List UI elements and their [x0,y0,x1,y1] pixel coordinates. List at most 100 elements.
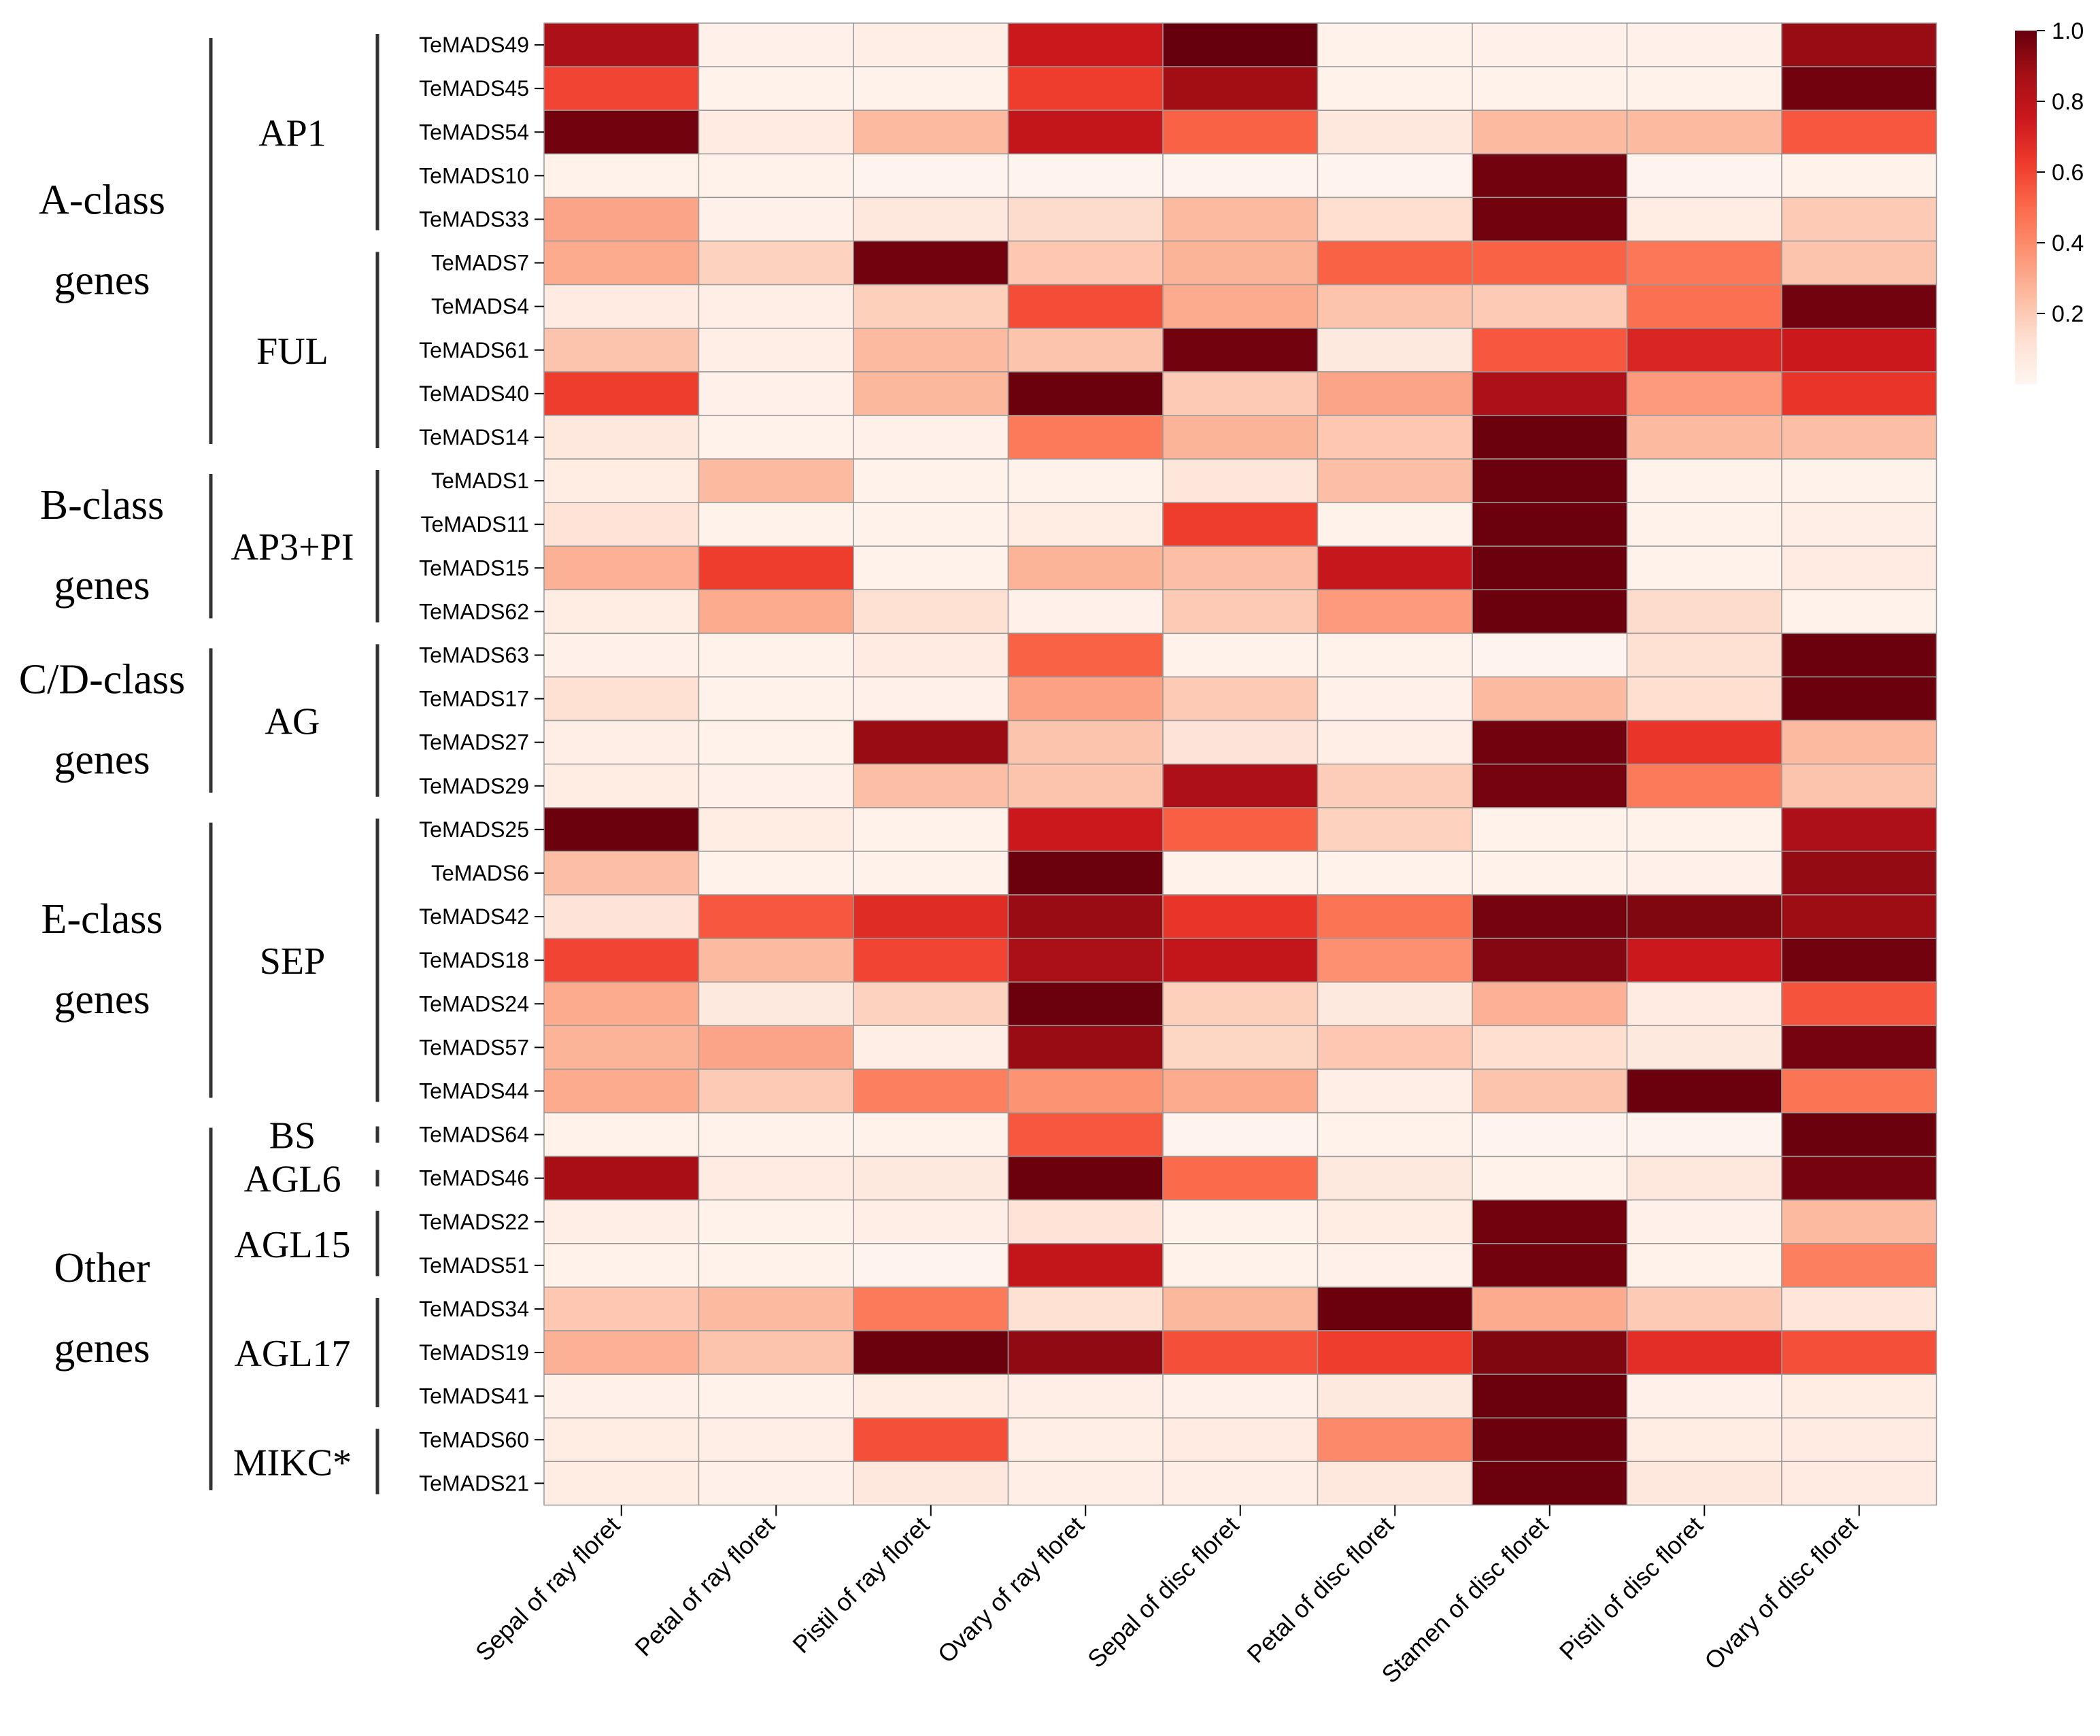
heatmap-cell [1472,240,1628,286]
column-label: Ovary of disc floret [1699,1511,1863,1675]
heatmap-cell [1472,938,1628,983]
heatmap-cell [1317,197,1473,242]
heatmap-cell [698,589,854,634]
heatmap-cell [1781,851,1937,896]
heatmap-cell [1162,1287,1319,1331]
colorbar-gradient [2015,31,2037,384]
heatmap-cell [1317,938,1473,983]
heatmap-cell [1781,66,1937,111]
heatmap-cell [1626,240,1782,286]
heatmap-cell [1781,763,1937,809]
heatmap-cell [543,415,700,460]
row-label: TeMADS54 [419,120,529,144]
heatmap-cell [698,719,854,765]
heatmap-cell [1626,1025,1782,1070]
heatmap-cell [1317,545,1473,591]
row-label: TeMADS62 [419,599,529,624]
heatmap-cell [853,415,1009,460]
heatmap-cell [543,284,700,329]
heatmap-cell [543,22,700,67]
heatmap-cell [1007,415,1164,460]
heatmap-cell [1162,415,1319,460]
heatmap-cell [1317,589,1473,634]
heatmap-cell [1626,66,1782,111]
row-label: TeMADS1 [431,469,529,493]
heatmap-cell [1317,66,1473,111]
heatmap-cell [1317,763,1473,809]
heatmap-cell [1781,545,1937,591]
heatmap-cell [1007,894,1164,939]
heatmap-cell [543,240,700,286]
heatmap-cell [1472,197,1628,242]
heatmap-cell [1162,676,1319,721]
heatmap-cell [543,938,700,983]
heatmap-cell [1781,894,1937,939]
heatmap-cell [698,981,854,1027]
heatmap-cell [698,632,854,678]
heatmap-cell [543,1155,700,1201]
heatmap-cell [543,327,700,373]
heatmap-cell [1781,371,1937,416]
heatmap-cell [1007,763,1164,809]
heatmap-cell [853,458,1009,503]
heatmap-cell [1007,197,1164,242]
heatmap-cell [543,1025,700,1070]
heatmap-cell [1781,1199,1937,1244]
heatmap-cell [1007,109,1164,155]
heatmap-cell [698,1155,854,1201]
subgroup-label: SEP [260,940,326,983]
column-label: Stamen of disc floret [1376,1511,1553,1688]
heatmap-cell [1472,545,1628,591]
heatmap-cell [853,981,1009,1027]
heatmap-cell [1626,327,1782,373]
heatmap-cell [853,632,1009,678]
heatmap-cell [1472,415,1628,460]
heatmap-cell [698,502,854,547]
heatmap-cell [853,763,1009,809]
heatmap-cell [1162,719,1319,765]
heatmap-cell [1781,938,1937,983]
heatmap-cell [1317,327,1473,373]
heatmap-cell [853,197,1009,242]
heatmap-cell [543,719,700,765]
heatmap-cell [1626,1112,1782,1157]
heatmap-cell [853,676,1009,721]
heatmap-cell [1162,153,1319,199]
row-label: TeMADS24 [419,991,529,1016]
heatmap-cell [853,1199,1009,1244]
heatmap-cell [1626,589,1782,634]
heatmap-cell [1162,1461,1319,1506]
subgroup-label: AGL15 [234,1224,350,1266]
heatmap-cell [698,1374,854,1418]
heatmap-cell [1472,807,1628,852]
heatmap-cell [1162,66,1319,111]
heatmap-cell [853,327,1009,373]
subgroup-label: AGL6 [243,1159,341,1201]
heatmap-cell [1472,851,1628,896]
row-label: TeMADS57 [419,1035,529,1059]
heatmap-cell [1162,763,1319,809]
heatmap-cell [543,66,700,111]
row-label: TeMADS41 [419,1384,529,1408]
heatmap-cell [1626,719,1782,765]
heatmap-cell [1781,1243,1937,1288]
heatmap-cell [1162,327,1319,373]
heatmap-cell [853,22,1009,67]
heatmap-cell [1781,458,1937,503]
row-label: TeMADS44 [419,1078,529,1103]
heatmap-cell [1626,109,1782,155]
heatmap-cell [698,240,854,286]
heatmap-cell [1781,981,1937,1027]
heatmap-cell [543,1287,700,1331]
heatmap-cell [1317,1068,1473,1114]
heatmap-cell [1007,458,1164,503]
heatmap-cell [1317,109,1473,155]
column-label: Sepal of disc floret [1082,1511,1244,1673]
heatmap-cell [1472,1417,1628,1463]
heatmap-cell [1317,1417,1473,1463]
heatmap-cell [853,1374,1009,1418]
heatmap-cell [698,676,854,721]
heatmap-cell [1317,676,1473,721]
class-label: genes [54,1325,150,1372]
heatmap-cell [698,66,854,111]
